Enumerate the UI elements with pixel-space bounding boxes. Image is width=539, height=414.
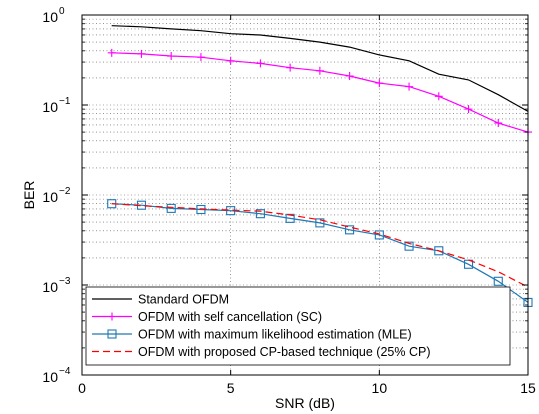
y-tick-label: 10 xyxy=(42,99,58,115)
y-tick-label: 10 xyxy=(42,9,58,25)
square-marker xyxy=(107,329,117,339)
series-line xyxy=(111,203,529,288)
y-tick-exponent: −2 xyxy=(59,186,71,197)
plus-marker xyxy=(434,92,443,101)
square-marker xyxy=(434,246,444,256)
x-tick-label: 0 xyxy=(78,380,86,396)
square-marker xyxy=(374,230,384,240)
legend-box xyxy=(85,286,511,366)
square-marker xyxy=(345,225,355,235)
plus-marker xyxy=(256,59,265,68)
plus-marker xyxy=(464,105,473,114)
plus-marker xyxy=(494,119,503,128)
legend-label: OFDM with self cancellation (SC) xyxy=(138,310,322,324)
y-tick-label: 10 xyxy=(42,189,58,205)
square-marker xyxy=(493,276,503,286)
y-tick-label: 10 xyxy=(42,369,58,385)
legend: Standard OFDM OFDM with self cancellation… xyxy=(85,286,511,366)
y-tick-exponent: −4 xyxy=(59,366,71,377)
legend-label: OFDM with maximum likelihood estimation … xyxy=(138,328,412,342)
plus-marker xyxy=(375,79,384,88)
legend-label: Standard OFDM xyxy=(138,293,229,307)
plus-marker xyxy=(196,53,205,62)
plus-marker xyxy=(345,72,354,81)
y-tick-exponent: −3 xyxy=(59,276,71,287)
x-tick-label: 15 xyxy=(520,380,536,396)
plus-marker xyxy=(108,312,116,321)
legend-label: OFDM with proposed CP-based technique (2… xyxy=(138,345,431,359)
series-line xyxy=(111,203,529,303)
y-tick-exponent: −1 xyxy=(59,96,71,107)
plus-marker xyxy=(315,66,324,75)
square-marker xyxy=(285,213,295,223)
plus-marker xyxy=(226,56,235,65)
y-tick-label: 10 xyxy=(42,279,58,295)
square-marker xyxy=(404,241,414,251)
square-marker xyxy=(315,218,325,228)
series-line xyxy=(111,25,529,112)
series-4 xyxy=(111,203,529,288)
y-tick-exponent: 0 xyxy=(59,6,65,17)
plus-marker xyxy=(286,63,295,72)
x-tick-label: 10 xyxy=(372,380,388,396)
square-marker xyxy=(166,203,176,213)
series-2 xyxy=(107,48,532,137)
plus-marker xyxy=(167,52,176,61)
x-axis-label: SNR (dB) xyxy=(275,395,335,411)
y-axis-label: BER xyxy=(21,181,37,210)
x-tick-label: 5 xyxy=(227,380,235,396)
plus-marker xyxy=(405,82,414,91)
square-marker xyxy=(255,209,265,219)
plus-marker xyxy=(107,48,116,57)
plus-marker xyxy=(137,49,146,58)
series-1 xyxy=(111,25,529,112)
series-group xyxy=(107,25,533,307)
